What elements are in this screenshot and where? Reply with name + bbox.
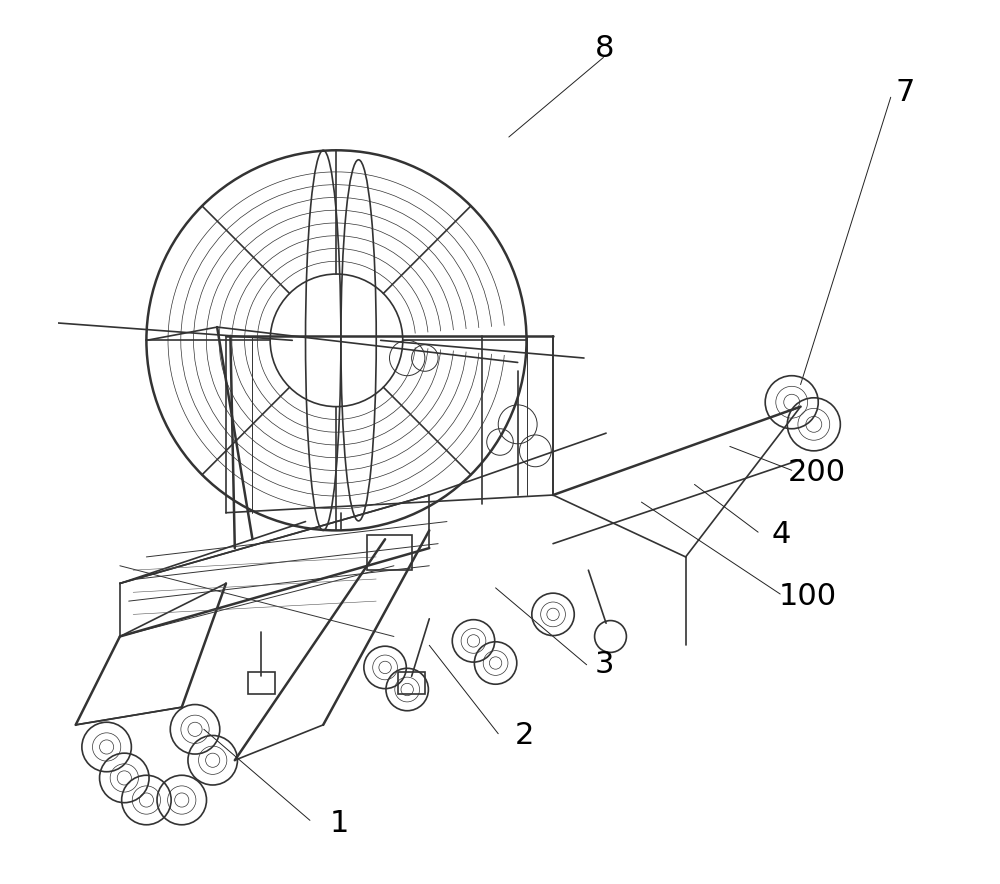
Text: 100: 100: [779, 583, 837, 611]
Text: 8: 8: [595, 34, 614, 63]
Bar: [398, 672, 425, 694]
Text: 200: 200: [787, 459, 846, 487]
Text: 7: 7: [895, 79, 915, 107]
Text: 3: 3: [595, 651, 614, 679]
Text: 4: 4: [771, 521, 791, 549]
Text: 2: 2: [515, 721, 534, 750]
Bar: [248, 672, 275, 694]
Bar: [367, 535, 412, 570]
Text: 1: 1: [329, 810, 349, 838]
